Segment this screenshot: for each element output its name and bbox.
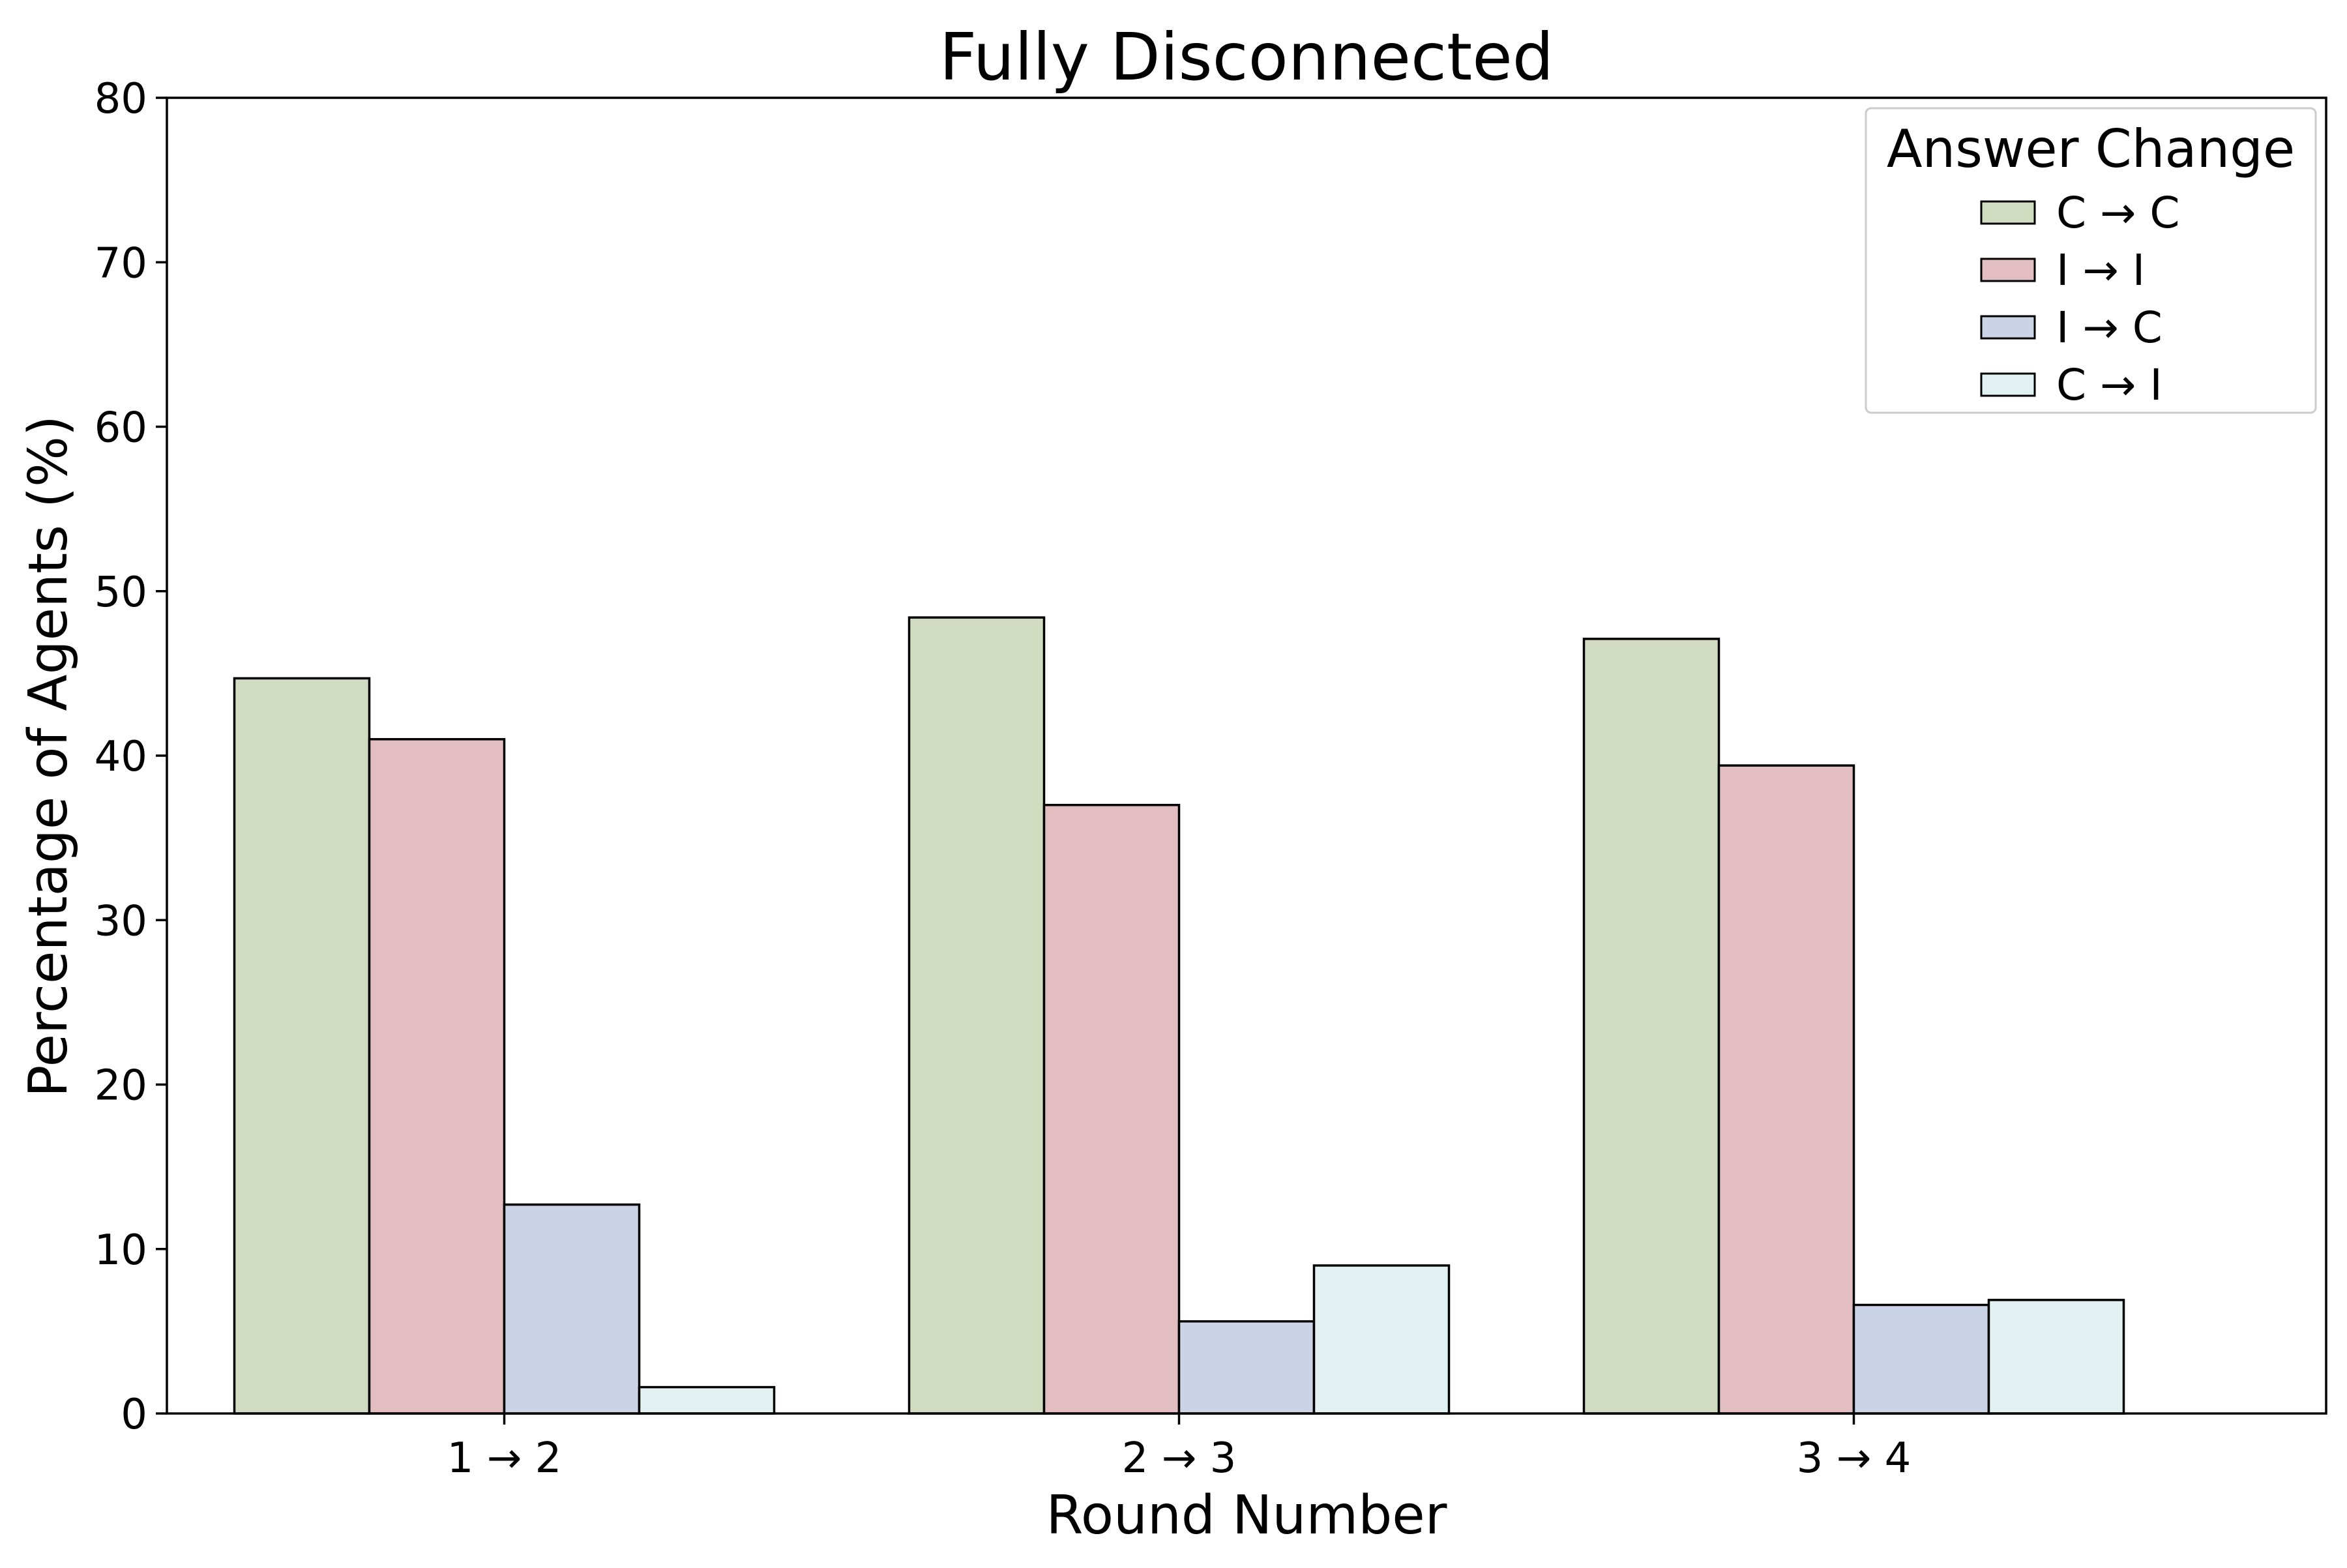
bar: [1852, 1303, 1990, 1415]
legend-swatch: [1980, 258, 2036, 282]
y-tick-label: 30: [95, 897, 147, 945]
legend-box: [1865, 107, 2317, 414]
y-tick-label: 20: [95, 1062, 147, 1110]
bar: [638, 1385, 776, 1415]
bar: [1177, 1320, 1316, 1415]
x-tick-label: 3 → 4: [1797, 1434, 1912, 1483]
legend-swatch: [1980, 372, 2036, 397]
y-axis-label: Percentage of Agents (%): [18, 415, 80, 1097]
y-tick-label: 80: [95, 75, 147, 123]
legend-label: C → I: [2056, 360, 2162, 410]
legend-swatch: [1980, 315, 2036, 340]
y-tick-label: 40: [95, 733, 147, 781]
y-tick-label: 0: [121, 1391, 147, 1439]
bar: [1042, 803, 1181, 1415]
bar: [1582, 638, 1720, 1415]
bars-layer: [233, 616, 2125, 1415]
legend-label: I → C: [2056, 303, 2162, 353]
bar: [908, 616, 1046, 1415]
chart-title: Fully Disconnected: [939, 19, 1554, 95]
y-tick-label: 60: [95, 404, 147, 452]
legend: Answer Change C → C I → I I → C C → I: [1865, 107, 2317, 414]
x-axis-label: Round Number: [1046, 1485, 1447, 1546]
bar: [1717, 764, 1855, 1415]
bar: [233, 677, 371, 1415]
legend-label: I → I: [2056, 245, 2145, 295]
axes-layer: 0 10 20 30 40 50 60 70 80 1 → 2 2 → 3 3 → 4: [95, 75, 2327, 1483]
bar: [368, 738, 506, 1415]
bar: [503, 1203, 641, 1415]
y-tick-label: 50: [95, 569, 147, 617]
legend-title: Answer Change: [1887, 119, 2295, 179]
bar: [1987, 1299, 2125, 1415]
legend-label: C → C: [2056, 188, 2179, 238]
x-tick-label: 1 → 2: [447, 1434, 562, 1483]
legend-swatch: [1980, 200, 2036, 225]
y-tick-label: 10: [95, 1226, 147, 1275]
x-tick-label: 2 → 3: [1122, 1434, 1237, 1483]
y-tick-label: 70: [95, 239, 147, 288]
bar: [1312, 1264, 1451, 1415]
